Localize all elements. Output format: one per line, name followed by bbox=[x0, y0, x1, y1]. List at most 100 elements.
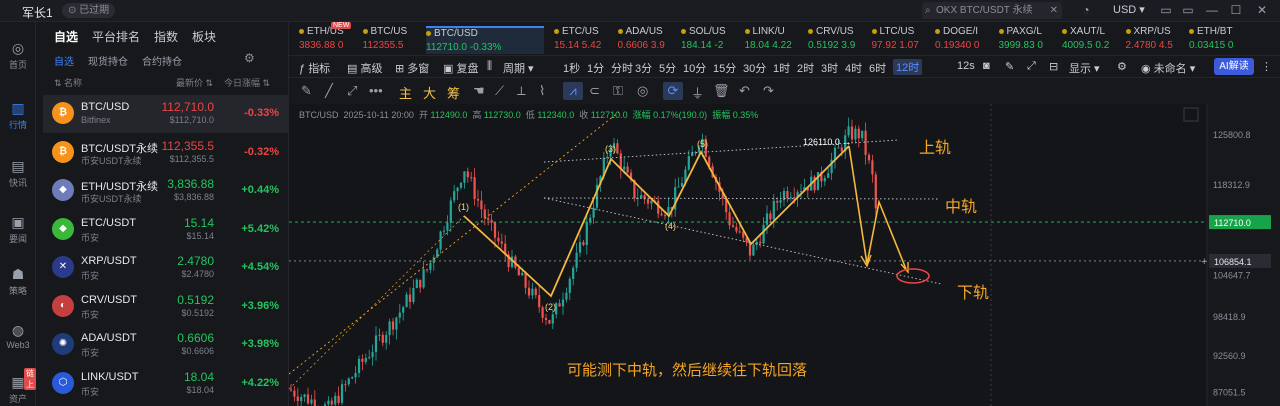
interval-7[interactable]: 30分 bbox=[743, 63, 767, 75]
sidebar-item-0[interactable]: ◎ 首页 bbox=[0, 40, 36, 71]
tab-1[interactable]: 平台排名 bbox=[92, 30, 141, 44]
list-item[interactable]: ₿ BTC/USDT永续 币安USDT永续 112,355.5 $112,355.5 -0… bbox=[43, 134, 289, 172]
ticker-tab[interactable]: XAUT/L 4009.5 0.2 bbox=[1062, 26, 1124, 54]
interval-0[interactable]: 1秒 bbox=[563, 63, 581, 75]
sidebar-item-2[interactable]: ▤ 快讯 bbox=[0, 158, 36, 189]
list-item[interactable]: ◐ CRV/USDT 币安 0.5192 $0.5192 +3.96% bbox=[43, 288, 289, 326]
tab-3[interactable]: 板块 bbox=[192, 30, 217, 44]
search-input[interactable]: ⌕ OKX BTC/USDT 永续 ✕ bbox=[922, 2, 1062, 19]
ticker-tab[interactable]: LINK/U 18.04 4.22 bbox=[744, 26, 807, 54]
ticker-tab[interactable]: PAXG/L 3999.83 0 bbox=[998, 26, 1061, 54]
redo-icon[interactable]: ↷ bbox=[763, 83, 774, 98]
interval-4[interactable]: 5分 bbox=[659, 63, 677, 75]
interval-seconds[interactable]: 12s bbox=[957, 60, 975, 72]
more-icon[interactable]: ⋮ bbox=[1261, 61, 1272, 73]
sidebar-item-6[interactable]: ▦ 资产 链上 bbox=[0, 368, 36, 405]
minimize-icon[interactable]: ▭ bbox=[1182, 3, 1194, 17]
pencil-icon[interactable]: ✎ bbox=[301, 83, 312, 98]
replay-button[interactable]: ▣ 复盘 bbox=[443, 63, 479, 75]
display-button[interactable]: 显示 ▾ bbox=[1069, 63, 1100, 75]
ai-analysis-button[interactable]: AI解读 bbox=[1214, 58, 1254, 75]
subtab-2[interactable]: 合约持仓 bbox=[142, 57, 182, 68]
list-item[interactable]: ⬡ LINK/USDT 币安 18.04 $18.04 +4.22% bbox=[43, 365, 289, 403]
ticker-tab[interactable]: ETH/US 3836.88 0 bbox=[299, 26, 361, 54]
measure-icon[interactable]: ⟂ bbox=[517, 83, 526, 98]
advanced-button[interactable]: ▤ 高级 bbox=[347, 63, 383, 75]
ticker-tab[interactable]: ETC/US 15.14 5.42 bbox=[554, 26, 616, 54]
multi-window-button[interactable]: ⊞ 多窗 bbox=[395, 63, 430, 75]
list-item[interactable]: ✺ ADA/USDT 币安 0.6606 $0.6606 +3.98% bbox=[43, 326, 289, 364]
hand-icon[interactable]: ☚ bbox=[473, 83, 485, 98]
sidebar-item-1[interactable]: ▥ 行情 bbox=[0, 100, 36, 131]
filter-icon[interactable]: ⏚ bbox=[691, 86, 705, 101]
ticker-tab[interactable]: LTC/US 97.92 1.07 bbox=[871, 26, 934, 54]
ticker-tab[interactable]: ADA/US 0.6606 3.9 bbox=[617, 26, 680, 54]
subtab-1[interactable]: 现货持仓 bbox=[88, 57, 128, 68]
interval-13[interactable]: 12时 bbox=[893, 59, 923, 75]
interval-3[interactable]: 3分 bbox=[635, 63, 653, 75]
list-item[interactable]: ◆ ETH/USDT永续 币安USDT永续 3,836.88 $3,836.88 +0.4… bbox=[43, 172, 289, 210]
delete-icon[interactable]: 🗑 bbox=[713, 83, 730, 98]
ray-icon[interactable]: ⤢ bbox=[347, 83, 358, 98]
sidebar-item-4[interactable]: ☗ 策略 bbox=[0, 266, 36, 297]
interval-12[interactable]: 6时 bbox=[869, 63, 887, 75]
magnet-icon[interactable]: ⊂ bbox=[589, 83, 600, 98]
ticker-tab[interactable]: BTC/US 112355.5 bbox=[362, 26, 425, 54]
edit-icon[interactable]: ✎ bbox=[1005, 61, 1015, 73]
layout-name-select[interactable]: ◉ 未命名 ▾ bbox=[1141, 63, 1196, 75]
settings-icon[interactable]: ⚙ bbox=[1117, 61, 1127, 73]
username[interactable]: 军长1 bbox=[22, 6, 53, 20]
subtab-0[interactable]: 自选 bbox=[54, 57, 74, 68]
interval-10[interactable]: 3时 bbox=[821, 63, 839, 75]
tab-0[interactable]: 自选 bbox=[54, 30, 79, 44]
tool-main[interactable]: 主 bbox=[399, 86, 413, 101]
interval-6[interactable]: 15分 bbox=[713, 63, 737, 75]
minimize-button[interactable]: — bbox=[1206, 3, 1218, 17]
ticker-tab[interactable]: DOGE/I 0.19340 0 bbox=[935, 26, 997, 54]
tool-chips[interactable]: 筹 bbox=[447, 86, 461, 101]
tool-large[interactable]: 大 bbox=[423, 86, 437, 101]
list-item[interactable]: ✕ XRP/USDT 币安 2.4780 $2.4780 +4.54% bbox=[43, 249, 289, 287]
wave-tool-icon[interactable]: ⩘ bbox=[563, 82, 583, 100]
ticker-tab[interactable]: BTC/USD 112710.0 -0.33% bbox=[426, 26, 544, 54]
interval-1[interactable]: 1分 bbox=[587, 63, 605, 75]
sidebar-item-3[interactable]: ▣ 要闻 bbox=[0, 214, 36, 245]
interval-5[interactable]: 10分 bbox=[683, 63, 707, 75]
ticker-tab[interactable]: XRP/US 2.4780 4.5 bbox=[1125, 26, 1188, 54]
brush-icon[interactable]: ⌇ bbox=[539, 83, 546, 98]
more-tools-icon[interactable]: ••• bbox=[369, 83, 383, 98]
close-icon[interactable]: ✕ bbox=[1049, 5, 1058, 16]
sidebar-item-5[interactable]: ◍ Web3 bbox=[0, 322, 36, 350]
fullscreen-icon[interactable]: ⤢ bbox=[1027, 60, 1036, 72]
interval-11[interactable]: 4时 bbox=[845, 63, 863, 75]
column-name[interactable]: ⇅ 名称 bbox=[54, 78, 83, 88]
sync-icon[interactable]: ⟳ bbox=[663, 82, 683, 100]
column-price[interactable]: 最新价 ⇅ bbox=[176, 78, 214, 88]
camera-icon[interactable]: ◙ bbox=[983, 60, 990, 72]
ticker-tab[interactable]: SOL/US 184.14 -2 bbox=[681, 26, 743, 54]
hide-icon[interactable]: ◎ bbox=[637, 83, 649, 98]
tab-2[interactable]: 指数 bbox=[154, 30, 179, 44]
layout-icon[interactable]: ⊟ bbox=[1049, 61, 1059, 73]
column-change[interactable]: 今日涨幅 ⇅ bbox=[224, 78, 271, 88]
ticker-tab[interactable]: CRV/US 0.5192 3.9 bbox=[808, 26, 870, 54]
period-select[interactable]: 周期 ▾ bbox=[503, 63, 534, 75]
chart-canvas[interactable]: 125800.8 118312.9 104647.7 98418.9 92560.9 87… bbox=[289, 104, 1280, 406]
currency-select[interactable]: USD ▾ bbox=[1113, 4, 1145, 16]
chart-type-icon[interactable]: ⫼ bbox=[487, 60, 493, 72]
interval-9[interactable]: 2时 bbox=[797, 63, 815, 75]
ruler-icon[interactable]: ⟋ bbox=[495, 83, 505, 98]
interval-2[interactable]: 分时 bbox=[611, 63, 633, 75]
undo-icon[interactable]: ↶ bbox=[739, 83, 750, 98]
close-window-button[interactable]: ✕ bbox=[1256, 3, 1268, 17]
ticker-tab[interactable]: ETH/BT 0.03415 0 bbox=[1189, 26, 1251, 54]
lock-icon[interactable]: ⚿ bbox=[613, 83, 623, 98]
trendline-icon[interactable]: ╱ bbox=[325, 83, 333, 98]
settings-icon[interactable]: ⚙ bbox=[244, 51, 255, 65]
indicator-button[interactable]: ƒ 指标 bbox=[299, 63, 331, 75]
maximize-button[interactable]: ☐ bbox=[1230, 3, 1242, 17]
notification-icon[interactable]: ◔ bbox=[1082, 3, 1090, 17]
list-item[interactable]: ₿ BTC/USD Bitfinex 112,710.0 $112,710.0 -0.33… bbox=[43, 95, 289, 133]
price-chart[interactable]: 125800.8 118312.9 104647.7 98418.9 92560.9 87… bbox=[289, 104, 1280, 406]
list-item[interactable]: ◆ ETC/USDT 币安 15.14 $15.14 +5.42% bbox=[43, 211, 289, 249]
